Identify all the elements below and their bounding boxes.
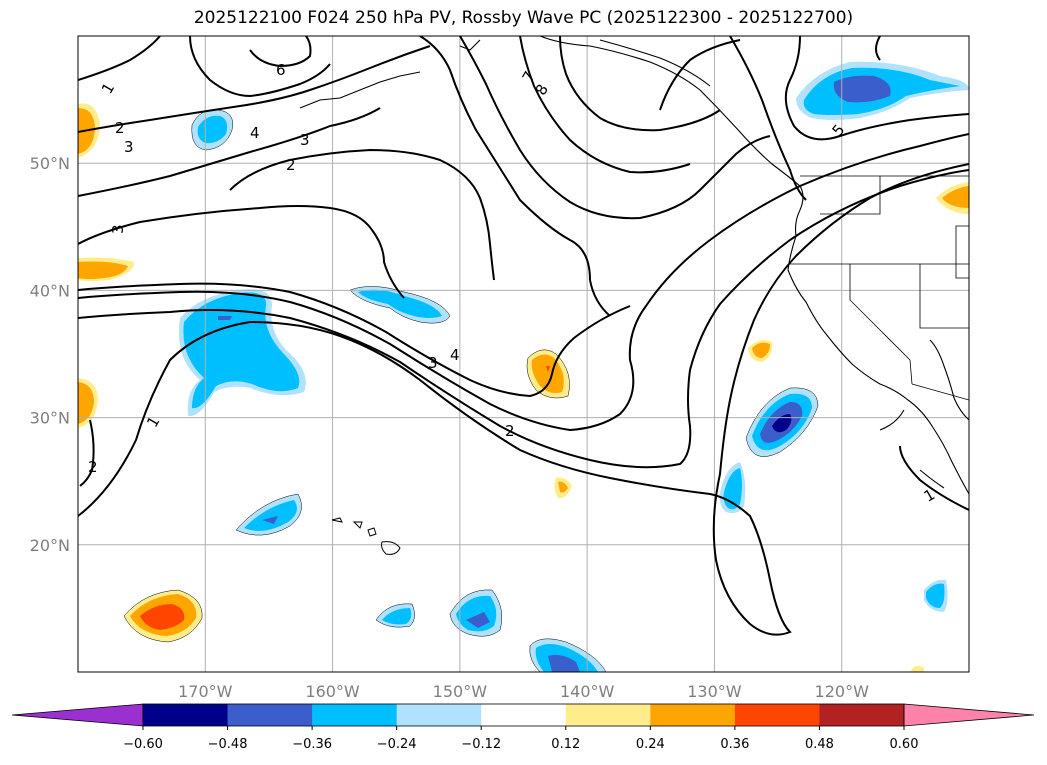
anomaly-negative [772, 414, 792, 433]
anomaly-negative [926, 583, 945, 608]
anomaly-negative [358, 289, 442, 318]
colorbar-segment [734, 704, 820, 726]
longitude-tick-label: 130°W [687, 682, 742, 701]
longitude-tick-label: 140°W [560, 682, 615, 701]
colorbar-segment [650, 704, 736, 726]
colorbar-tick-label: −0.48 [208, 737, 248, 752]
colorbar-tick-label: 0.24 [636, 737, 665, 752]
colorbar-tick-label: −0.24 [377, 737, 417, 752]
hawaiian-islands [331, 517, 401, 555]
contour-label: 6 [276, 61, 286, 79]
contour-label: 3 [428, 354, 438, 372]
gridlines [78, 36, 969, 672]
anomaly-negative [183, 292, 300, 409]
anomaly-positive [78, 261, 128, 279]
colorbar-extend-low [11, 703, 144, 727]
longitude-tick-label: 150°W [433, 682, 488, 701]
longitude-tick-label: 160°W [305, 682, 360, 701]
latitude-tick-label: 50°N [30, 154, 70, 173]
contour-label: 2 [115, 119, 125, 137]
map-title: 2025122100 F024 250 hPa PV, Rossby Wave … [193, 8, 854, 28]
colorbar-segment [227, 704, 313, 726]
colorbar-tick-label: 0.12 [551, 737, 580, 752]
contour-label: 2 [286, 156, 296, 174]
longitude-tick-label: 170°W [178, 682, 233, 701]
latitude-tick-label: 30°N [30, 409, 70, 428]
anomaly-positive [78, 382, 94, 424]
anomaly-negative [218, 316, 232, 320]
colorbar-tick-label: 0.36 [720, 737, 749, 752]
colorbar-tick-label: −0.60 [123, 737, 163, 752]
anomaly-positive [546, 366, 550, 372]
contour-label: 4 [250, 124, 260, 142]
contour-label: 3 [300, 131, 310, 149]
colorbar-segment [565, 704, 651, 726]
latitude-tick-label: 40°N [30, 281, 70, 300]
colorbar: −0.60 −0.48 −0.36 −0.24 −0.12 0.12 0.24 0.36 0.4… [11, 703, 1035, 752]
colorbar-tick-label: 0.60 [890, 737, 919, 752]
anomaly-positive [752, 342, 770, 358]
colorbar-segment [481, 704, 567, 726]
colorbar-segment [312, 704, 398, 726]
anomaly-negative [466, 612, 490, 628]
colorbar-segment [143, 704, 229, 726]
contour-label: 3 [124, 138, 134, 156]
contour-label: 4 [450, 346, 460, 364]
anomaly-negative [244, 500, 297, 531]
anomaly-negative [548, 654, 580, 672]
latitude-labels: 20°N 30°N 40°N 50°N [30, 154, 70, 555]
coastlines [299, 36, 969, 495]
colorbar-tick-label: 0.48 [805, 737, 834, 752]
anomaly-positive [910, 665, 924, 672]
anomaly-negative [833, 75, 891, 103]
map-frame [77, 35, 970, 673]
pv-anomaly-shading [78, 61, 969, 672]
anomaly-negative [723, 468, 742, 510]
colorbar-tick-label: −0.36 [292, 737, 332, 752]
anomaly-negative [382, 608, 412, 625]
pv-contours [78, 36, 969, 636]
colorbar-segment [396, 704, 482, 726]
anomaly-negative [262, 516, 278, 524]
contour-label: 2 [505, 422, 515, 440]
anomaly-positive [942, 186, 969, 208]
longitude-tick-label: 120°W [815, 682, 870, 701]
colorbar-extend-high [903, 703, 1035, 727]
anomaly-positive [140, 604, 185, 630]
colorbar-frame [142, 703, 905, 727]
contour-label: 3 [109, 224, 127, 234]
colorbar-tick-label: −0.12 [461, 737, 501, 752]
political-borders [790, 175, 969, 401]
colorbar-segment [819, 704, 905, 726]
longitude-labels: 170°W 160°W 150°W 140°W 130°W 120°W [178, 682, 869, 701]
contour-label: 2 [88, 458, 98, 476]
anomaly-positive [558, 481, 568, 493]
latitude-tick-label: 20°N [30, 536, 70, 555]
